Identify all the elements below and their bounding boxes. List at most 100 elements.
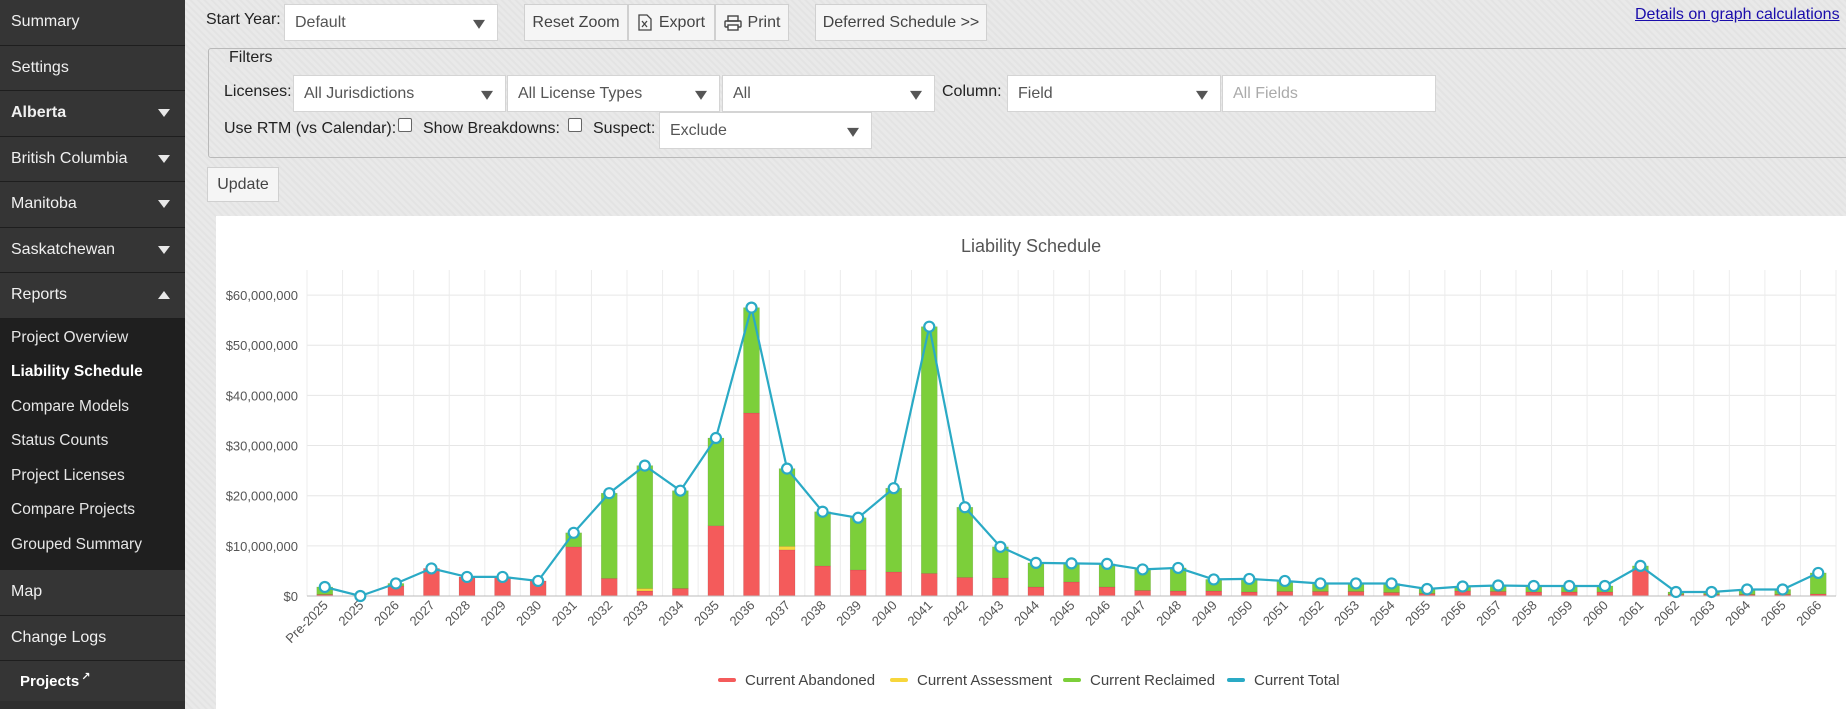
submenu-item-grouped-summary[interactable]: Grouped Summary bbox=[11, 535, 142, 553]
x-tick-label: 2040 bbox=[869, 598, 900, 629]
reset-zoom-button[interactable]: Reset Zoom bbox=[524, 4, 628, 41]
x-tick-label: 2050 bbox=[1224, 598, 1255, 629]
bar-abandoned bbox=[921, 573, 938, 597]
bar-abandoned bbox=[1632, 569, 1649, 597]
bar-reclaimed bbox=[636, 465, 654, 589]
point-current-total bbox=[1456, 580, 1469, 593]
suspect-value: Exclude bbox=[670, 121, 727, 139]
x-tick-label: 2034 bbox=[655, 598, 686, 629]
submenu-item-compare-models[interactable]: Compare Models bbox=[11, 397, 130, 415]
point-current-total bbox=[1420, 582, 1434, 596]
x-tick-label: 2048 bbox=[1153, 598, 1184, 629]
submenu-item-compare-projects[interactable]: Compare Projects bbox=[11, 501, 136, 519]
bar-abandoned bbox=[1596, 591, 1614, 597]
start-year-label: Start Year: bbox=[206, 11, 281, 28]
bar-reclaimed bbox=[885, 487, 902, 573]
x-tick-label: 2052 bbox=[1295, 598, 1326, 629]
bar-abandoned bbox=[743, 412, 760, 597]
point-current-total bbox=[1029, 556, 1043, 569]
export-label: Export bbox=[658, 13, 706, 31]
sidebar-item-alberta[interactable]: Alberta bbox=[0, 91, 185, 137]
bar-abandoned bbox=[1098, 586, 1116, 597]
y-tick-label: $0 bbox=[284, 589, 298, 604]
point-current-total bbox=[1065, 557, 1078, 570]
status-select[interactable]: All bbox=[722, 75, 935, 112]
point-current-total bbox=[816, 505, 829, 518]
point-current-total bbox=[460, 570, 474, 584]
sidebar-item-british-columbia[interactable]: British Columbia bbox=[0, 136, 185, 182]
bar-abandoned bbox=[565, 546, 582, 597]
point-current-total bbox=[1278, 574, 1291, 588]
bar-abandoned bbox=[672, 588, 689, 597]
x-tick-label: 2030 bbox=[513, 598, 544, 629]
point-current-total bbox=[852, 511, 865, 524]
update-button[interactable]: Update bbox=[207, 167, 279, 202]
printer-icon bbox=[723, 14, 742, 31]
filters-fieldset bbox=[208, 48, 1846, 158]
deferred-schedule-button[interactable]: Deferred Schedule >> bbox=[815, 4, 987, 41]
fields-input[interactable]: All Fields bbox=[1222, 75, 1436, 112]
sidebar-item-label: Change Logs bbox=[11, 628, 107, 646]
bar-reclaimed bbox=[743, 307, 760, 414]
start-year-select[interactable]: Default bbox=[284, 4, 498, 41]
x-tick-label: Pre-2025 bbox=[282, 598, 330, 646]
legend-label: Current Abandoned bbox=[745, 672, 875, 689]
suspect-select[interactable]: Exclude bbox=[659, 112, 872, 149]
x-tick-label: 2027 bbox=[407, 598, 438, 629]
x-tick-label: 2033 bbox=[620, 598, 651, 629]
x-tick-label: 2047 bbox=[1118, 598, 1149, 629]
bar-abandoned bbox=[956, 577, 974, 597]
bar-abandoned bbox=[1276, 591, 1294, 597]
sidebar-item-label: Map bbox=[11, 583, 43, 601]
point-current-total bbox=[1172, 561, 1185, 575]
submenu-item-liability-schedule[interactable]: Liability Schedule bbox=[11, 363, 143, 381]
breakdowns-checkbox[interactable] bbox=[568, 118, 582, 132]
legend-swatch bbox=[718, 678, 736, 682]
point-current-total bbox=[887, 482, 900, 495]
bar-reclaimed bbox=[849, 517, 867, 571]
submenu-item-status-counts[interactable]: Status Counts bbox=[11, 432, 109, 450]
export-button[interactable]: Export bbox=[628, 4, 715, 41]
point-current-total bbox=[1527, 579, 1540, 593]
bar-abandoned bbox=[707, 525, 725, 597]
chevron-down-icon bbox=[1196, 90, 1208, 100]
point-current-total bbox=[389, 577, 402, 590]
bar-reclaimed bbox=[814, 511, 831, 567]
bar-abandoned bbox=[992, 577, 1009, 597]
legend-swatch bbox=[1227, 678, 1245, 682]
submenu-item-project-overview[interactable]: Project Overview bbox=[11, 328, 129, 346]
point-current-total bbox=[603, 487, 616, 500]
x-tick-label: 2044 bbox=[1011, 598, 1042, 629]
point-current-total bbox=[318, 580, 331, 594]
x-tick-label: 2062 bbox=[1651, 598, 1682, 629]
chevron-down-icon bbox=[695, 90, 707, 100]
submenu-item-project-licenses[interactable]: Project Licenses bbox=[11, 466, 125, 484]
details-link[interactable]: Details on graph calculations bbox=[1635, 6, 1840, 23]
print-button[interactable]: Print bbox=[715, 4, 789, 41]
point-current-total bbox=[1314, 577, 1327, 590]
x-tick-label: 2061 bbox=[1615, 598, 1646, 629]
sidebar-item-summary[interactable]: Summary bbox=[0, 0, 185, 46]
sidebar-item-reports[interactable]: Reports bbox=[0, 273, 185, 319]
sidebar-item-change-logs[interactable]: Change Logs bbox=[0, 615, 185, 661]
sidebar-item-label: Manitoba bbox=[11, 195, 77, 213]
bar-abandoned bbox=[1489, 591, 1507, 597]
sidebar-item-manitoba[interactable]: Manitoba bbox=[0, 182, 185, 228]
sidebar-item-settings[interactable]: Settings bbox=[0, 45, 185, 91]
jurisdiction-select[interactable]: All Jurisdictions bbox=[293, 75, 506, 112]
projects-link[interactable]: Projects ↗ bbox=[0, 661, 185, 701]
point-current-total bbox=[1385, 577, 1398, 590]
rtm-checkbox[interactable] bbox=[398, 118, 412, 132]
x-tick-label: 2025 bbox=[335, 598, 366, 629]
bar-reclaimed bbox=[921, 326, 938, 574]
bar-abandoned bbox=[1134, 590, 1151, 597]
x-tick-label: 2057 bbox=[1473, 598, 1504, 629]
sidebar-item-map[interactable]: Map bbox=[0, 570, 185, 616]
bar-abandoned bbox=[1383, 592, 1400, 597]
license-type-select[interactable]: All License Types bbox=[507, 75, 720, 112]
bar-reclaimed bbox=[600, 492, 618, 579]
column-select[interactable]: Field bbox=[1007, 75, 1221, 112]
sidebar-item-saskatchewan[interactable]: Saskatchewan bbox=[0, 227, 185, 273]
legend-label: Current Total bbox=[1254, 672, 1340, 689]
